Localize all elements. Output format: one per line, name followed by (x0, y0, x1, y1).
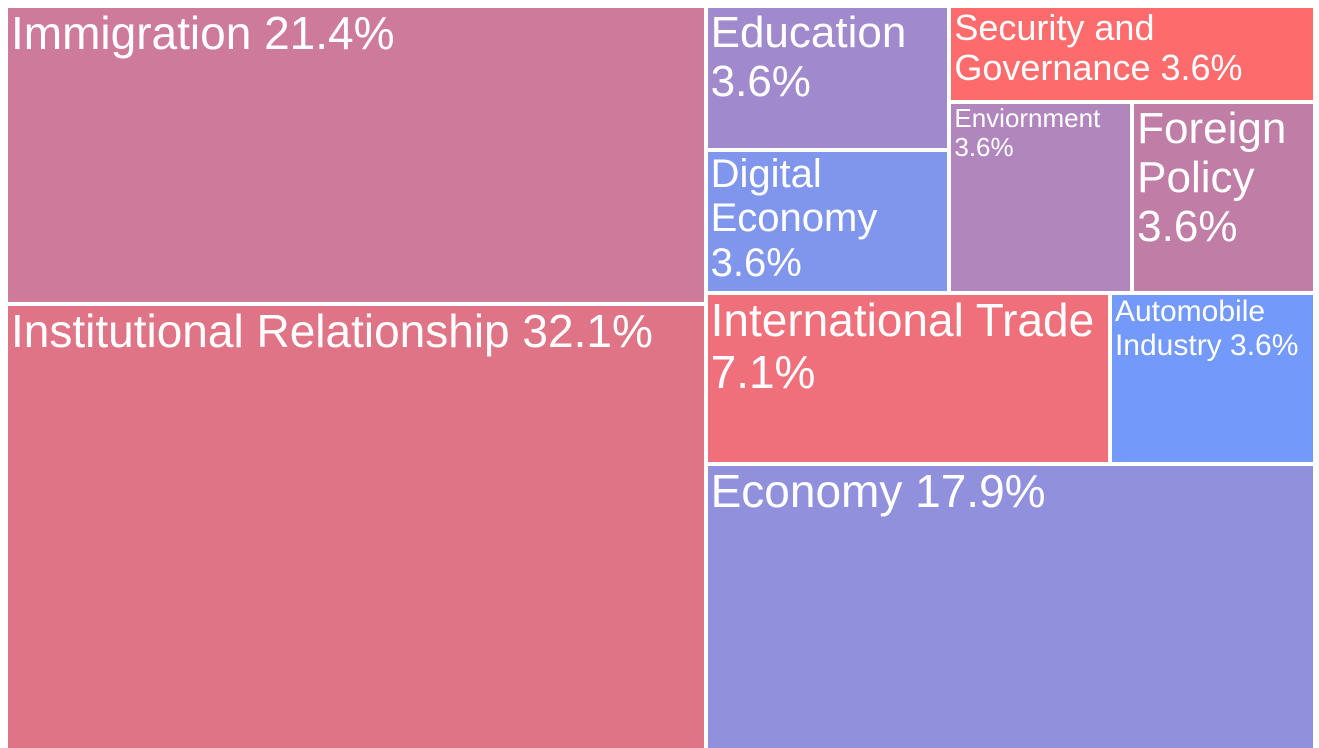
tile-value: 32.1% (522, 305, 653, 357)
treemap-tile: Digital Economy 3.6% (707, 151, 948, 292)
tile-label: Education (710, 8, 907, 57)
treemap-tile: Immigration 21.4% (8, 8, 704, 302)
tile-value: 3.6% (1230, 328, 1299, 362)
treemap-tile: Security and Governance 3.6% (951, 8, 1313, 100)
tile-label: Foreign Policy (1137, 103, 1287, 203)
tile-label: Automobile Industry (1114, 295, 1266, 362)
tile-label: Institutional Relationship (11, 305, 510, 357)
tile-label: Immigration (11, 8, 252, 59)
tile-label: Economy (710, 466, 903, 518)
treemap-tile: Education 3.6% (707, 8, 948, 148)
treemap-tile: Economy 17.9% (707, 466, 1313, 748)
treemap-tile: Institutional Relationship 32.1% (8, 305, 704, 748)
tile-label: Security and Governance (954, 8, 1155, 89)
tile-value: 3.6% (1160, 47, 1243, 89)
tile-label: Enviornment (954, 103, 1101, 133)
tile-value: 3.6% (1137, 202, 1238, 252)
tile-value: 21.4% (264, 8, 395, 59)
tile-label: Digital Economy (710, 151, 878, 241)
tile-value: 17.9% (915, 466, 1046, 518)
tile-value: 3.6% (710, 57, 811, 107)
treemap-tile: Automobile Industry 3.6% (1111, 295, 1313, 463)
tile-value: 3.6% (954, 131, 1014, 162)
tile-label: International Trade (710, 295, 1095, 347)
tile-value: 7.1% (710, 345, 816, 398)
treemap-tile: Enviornment 3.6% (951, 103, 1131, 292)
treemap-tile: International Trade 7.1% (707, 295, 1108, 463)
treemap-tile: Foreign Policy 3.6% (1134, 103, 1313, 292)
tile-value: 3.6% (710, 241, 802, 286)
